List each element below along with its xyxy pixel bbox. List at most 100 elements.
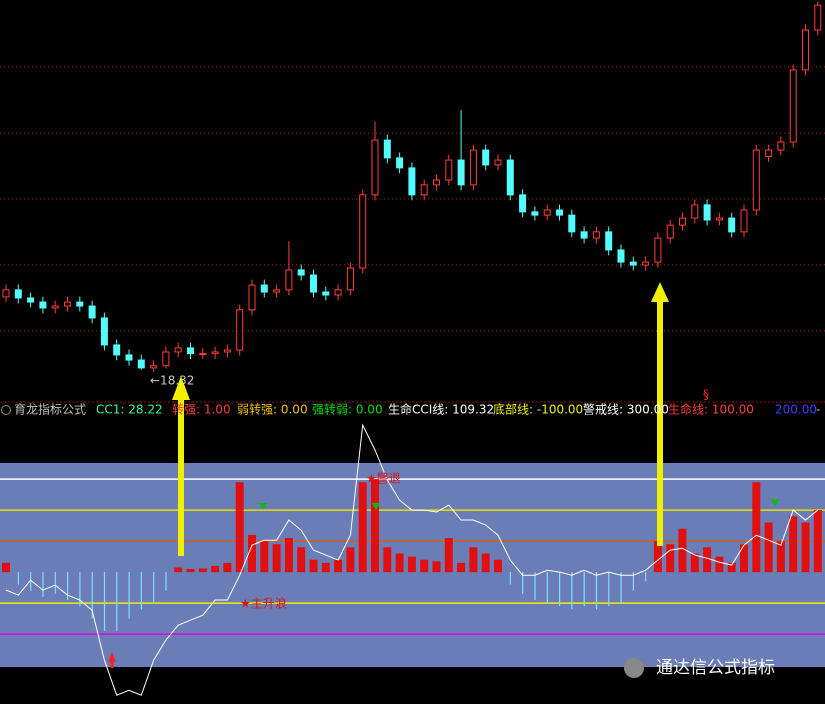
histogram-bar [678,528,687,573]
histogram-bar [546,572,548,604]
candle-body [137,359,145,369]
candle-body [113,344,121,356]
histogram-bar [165,572,167,591]
down-arrow [372,503,380,510]
candle-body [531,211,539,216]
indicator-title: 育龙指标公式 [14,402,86,417]
histogram-bar [522,572,524,594]
legend-item: - [816,403,820,417]
histogram-bar [407,556,416,573]
histogram-bar [174,567,183,573]
candle-body [187,347,194,355]
candle-body [752,149,760,211]
settings-icon[interactable] [1,405,11,415]
histogram-bar [186,569,195,573]
candle-body [740,209,748,233]
candle-body [666,224,674,239]
candle-body [248,284,256,311]
candle-body [346,267,354,291]
candle-body [654,237,662,263]
candle-body [310,274,317,293]
legend-item: CC1: 28.22 [96,403,163,417]
candle-body [765,149,773,158]
candle-body [14,289,22,299]
histogram-bar [645,572,647,582]
candle-body [556,209,563,216]
candle-body [506,159,514,196]
yellow-arrow [651,282,669,546]
candle-body [88,305,96,319]
candle-body [457,159,465,186]
histogram-bar [420,559,429,573]
histogram-bar [481,553,490,573]
candle-body [691,204,699,219]
histogram-bar [395,553,404,573]
histogram-bar [534,572,536,601]
histogram-bar [509,572,511,585]
histogram-bar [272,544,281,573]
candle-body [789,69,797,143]
candle-body [703,204,711,221]
histogram-bar [153,572,155,604]
histogram-bar [30,572,32,591]
histogram-bar [632,572,634,591]
candle-body [199,353,207,356]
histogram-bar [54,572,56,594]
signal-label: ★主升浪 [240,596,287,611]
legend-item: 转强: 1.00 [172,402,231,417]
candle-body [494,159,502,166]
histogram-bar [789,516,798,573]
histogram-bar [690,553,699,573]
histogram-bar [309,559,318,573]
histogram-bar [17,572,19,585]
candle-body [802,29,809,71]
candle-body [568,214,576,233]
candle-body [211,351,219,355]
candle-body [125,354,133,361]
candle-body [150,365,158,369]
histogram-bar [321,562,330,573]
candle-body [728,217,736,233]
candle-body [76,301,84,307]
histogram-bar [813,510,822,573]
histogram-bar [727,562,736,573]
candle-body [408,167,416,196]
decorations [108,499,779,678]
histogram-bar [2,562,10,573]
candle-body [777,141,785,151]
watermark: 通达信公式指标 [656,658,775,678]
histogram-bar [444,538,453,573]
candle-body [433,179,440,186]
candle-body [100,317,108,346]
candle-body [51,305,59,309]
histogram-bar [703,547,712,573]
histogram-bar [198,568,207,573]
candle-body [64,301,71,307]
histogram-bar [457,562,466,573]
histogram-bar [620,572,622,604]
histogram-bar [801,522,810,573]
down-arrow [771,499,779,506]
candle-body [814,4,822,31]
candle-body [445,159,453,181]
legend-item: 生命线: 100.00 [668,402,754,417]
down-arrow [259,503,267,510]
legend-item: 生命CCI线: 109.32 [388,402,494,417]
candle-body [39,301,47,309]
histogram-bar [666,544,675,573]
histogram-bar [284,538,293,573]
histogram-bar [371,479,379,573]
candle-body [469,149,477,186]
candle-body [260,284,268,293]
histogram-bar [764,522,773,573]
candle-body [715,217,723,221]
candle-body [629,261,637,266]
histogram-bar [91,572,93,619]
candle-body [236,309,244,351]
histogram-bar [140,572,142,610]
candle-body [359,194,367,269]
up-arrow [108,652,116,668]
histogram-bar [608,572,610,607]
candle-body [617,249,625,263]
